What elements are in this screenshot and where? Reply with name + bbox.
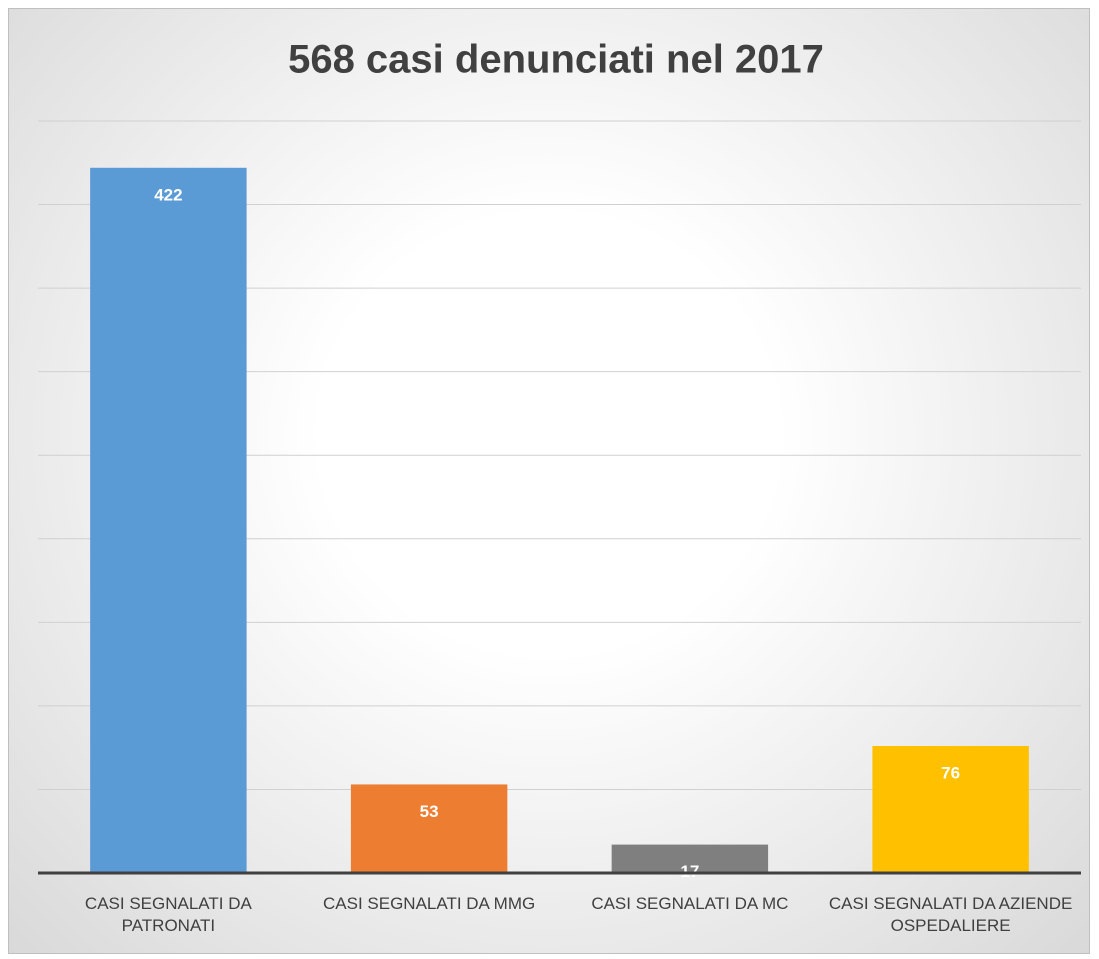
x-tick-label: CASI SEGNALATI DA MC (591, 894, 789, 913)
value-label: 422 (154, 185, 182, 204)
value-label: 53 (420, 802, 439, 821)
x-tick-label: CASI SEGNALATI DA MMG (323, 894, 536, 913)
chart-title: 568 casi denunciati nel 2017 (288, 38, 824, 82)
bar (350, 784, 508, 873)
x-tick-label: CASI SEGNALATI DA PATRONATI (84, 894, 252, 935)
value-label: 76 (941, 763, 960, 782)
x-tick-label: CASI SEGNALATI DA AZIENDE OSPEDALIERE (828, 894, 1073, 935)
bar (611, 844, 769, 873)
bar (872, 745, 1029, 873)
bar (90, 167, 247, 873)
